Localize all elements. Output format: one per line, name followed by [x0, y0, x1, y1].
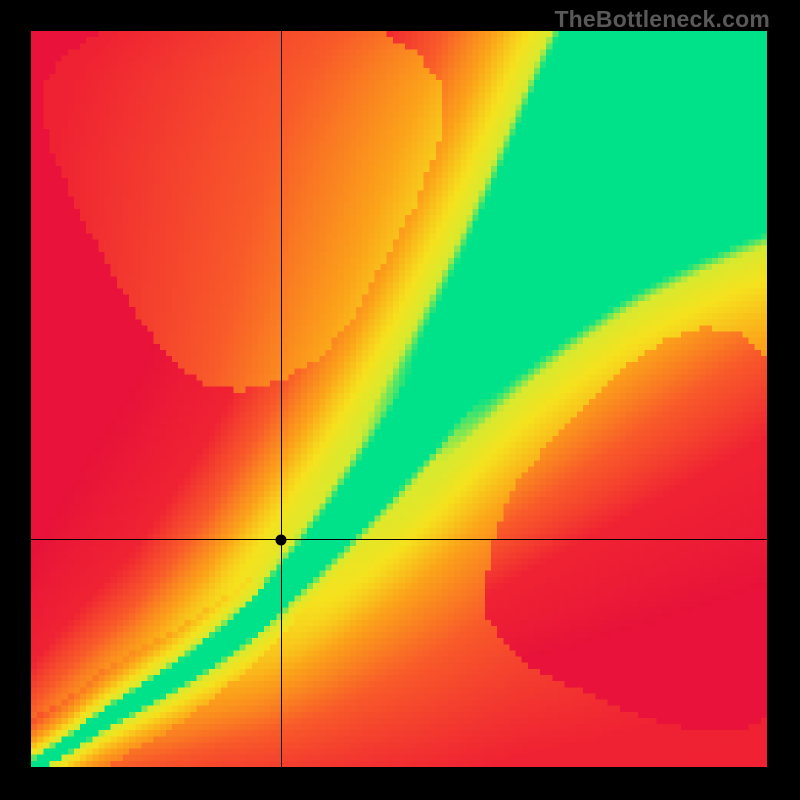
watermark-text: TheBottleneck.com	[554, 6, 770, 33]
heatmap-plot	[31, 31, 767, 767]
crosshair-vertical	[281, 31, 282, 767]
crosshair-marker	[276, 534, 287, 545]
heatmap-canvas	[31, 31, 767, 767]
crosshair-horizontal	[31, 539, 767, 540]
